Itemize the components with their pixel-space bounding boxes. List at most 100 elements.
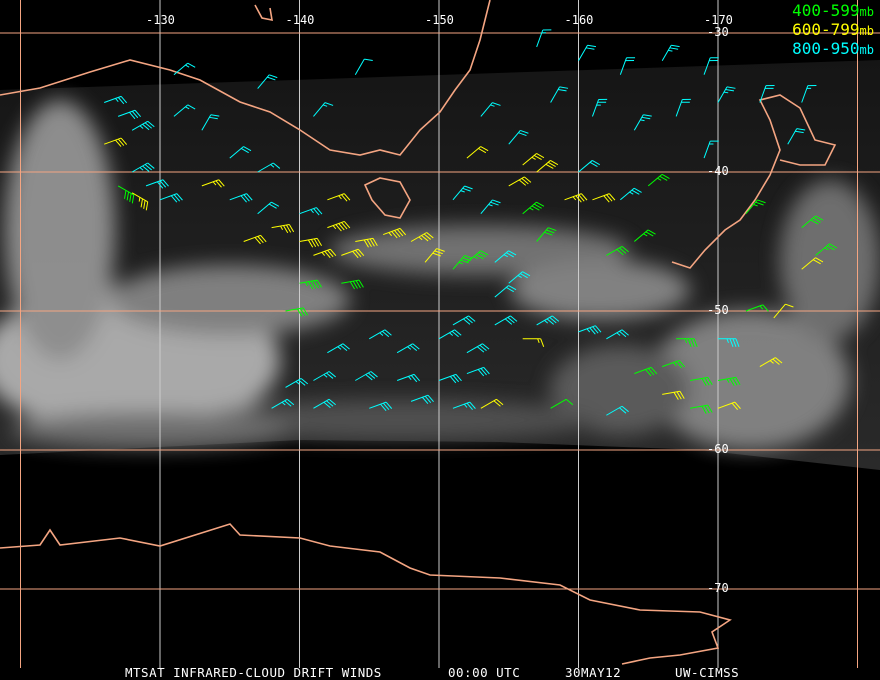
wind-barb xyxy=(508,176,532,187)
wind-barb xyxy=(661,44,680,62)
wind-barb xyxy=(578,325,602,335)
wind-barb xyxy=(327,343,350,354)
wind-barb xyxy=(606,405,629,416)
wind-barb xyxy=(466,343,490,354)
wind-barb xyxy=(117,185,135,204)
australia-coast xyxy=(0,0,491,156)
wind-barb xyxy=(536,159,559,173)
wind-barb xyxy=(438,329,462,340)
wind-barb xyxy=(131,120,155,131)
wind-barb xyxy=(299,279,323,290)
wind-barb xyxy=(717,401,741,410)
wind-barb xyxy=(452,255,473,270)
legend-label: 800-950 xyxy=(792,39,860,58)
wind-barb xyxy=(801,85,817,103)
wind-barb xyxy=(173,104,196,117)
wind-barb xyxy=(383,227,407,239)
wind-barb xyxy=(494,315,518,326)
wind-barb xyxy=(257,162,281,173)
wind-barb xyxy=(313,371,336,381)
time-label: 00:00 UTC xyxy=(448,665,521,680)
wind-barbs xyxy=(104,29,838,416)
wind-barb xyxy=(327,220,351,232)
wind-barb xyxy=(508,129,529,145)
wind-barb xyxy=(550,86,569,103)
wind-barb xyxy=(633,114,652,131)
wind-barb xyxy=(536,315,560,326)
wind-barb xyxy=(145,179,169,189)
wind-barb xyxy=(131,162,155,173)
legend-item-600-799: 600-799mb xyxy=(792,21,874,40)
caption-bar: MTSAT INFRARED-CLOUD DRIFT WINDS 00:00 U… xyxy=(0,664,880,680)
wind-barb xyxy=(257,74,278,89)
wind-barb xyxy=(299,207,323,216)
wind-barb xyxy=(564,193,588,203)
longitude-label: -170 xyxy=(704,13,733,27)
wind-barb xyxy=(452,401,476,410)
wind-barb xyxy=(494,285,517,298)
wind-barb xyxy=(606,329,629,340)
wind-barb xyxy=(690,404,713,414)
wind-barb xyxy=(494,250,517,263)
new-zealand-coast xyxy=(671,94,837,269)
wind-barb xyxy=(550,398,574,409)
wind-barb xyxy=(801,215,824,228)
legend-label: 600-799 xyxy=(792,20,860,39)
wind-barb xyxy=(592,193,616,203)
latitude-label: -60 xyxy=(707,442,729,456)
wind-barb xyxy=(396,343,420,354)
wind-barb xyxy=(508,271,531,284)
wind-barb xyxy=(591,98,608,117)
wind-barb xyxy=(480,398,504,409)
wind-barb xyxy=(452,315,476,326)
wind-barb xyxy=(257,201,280,215)
wind-barb xyxy=(229,193,253,203)
legend-item-400-599: 400-599mb xyxy=(792,2,874,21)
wind-barb xyxy=(466,366,490,377)
product-name: MTSAT INFRARED-CLOUD DRIFT WINDS xyxy=(125,665,382,680)
wind-barb xyxy=(745,304,769,312)
wind-barb xyxy=(717,376,741,387)
latitude-label: -50 xyxy=(707,303,729,317)
wind-barb xyxy=(285,378,309,388)
wind-barb xyxy=(676,338,698,347)
wind-barb xyxy=(173,62,196,76)
wind-barb xyxy=(745,199,766,215)
wind-barb xyxy=(718,338,740,347)
legend-unit: mb xyxy=(859,24,874,38)
wind-barb xyxy=(773,303,794,319)
wind-barb xyxy=(703,57,719,75)
wind-barb xyxy=(815,243,838,256)
wind-barb xyxy=(313,102,334,117)
wind-barb xyxy=(355,371,378,381)
wind-barb xyxy=(271,398,295,409)
wind-barb xyxy=(759,85,775,103)
wind-barb xyxy=(313,398,336,409)
wind-barb xyxy=(159,193,183,203)
source-label: UW-CIMSS xyxy=(675,665,740,680)
legend-unit: mb xyxy=(859,43,874,57)
latitude-label: -30 xyxy=(707,25,729,39)
wind-barb xyxy=(522,153,545,166)
wind-barb xyxy=(313,248,337,259)
wind-barb xyxy=(201,114,220,131)
wind-barb xyxy=(634,366,658,377)
longitude-label: -150 xyxy=(425,13,454,27)
wind-barb xyxy=(131,192,149,211)
wind-barb xyxy=(438,373,462,384)
antarctica-coast xyxy=(0,523,732,665)
wind-barb xyxy=(271,223,295,234)
wind-barb xyxy=(369,329,392,340)
tasmania-coast xyxy=(363,177,411,219)
wind-barb xyxy=(480,102,501,117)
wind-barb xyxy=(662,359,686,369)
wind-barb xyxy=(522,338,545,347)
wind-barb xyxy=(662,390,685,400)
wind-barb xyxy=(104,95,128,105)
wind-barb xyxy=(452,185,473,201)
wind-barb xyxy=(647,173,670,187)
legend-item-800-950: 800-950mb xyxy=(792,40,874,59)
wind-barb xyxy=(578,159,600,173)
wind-barb xyxy=(243,234,267,245)
